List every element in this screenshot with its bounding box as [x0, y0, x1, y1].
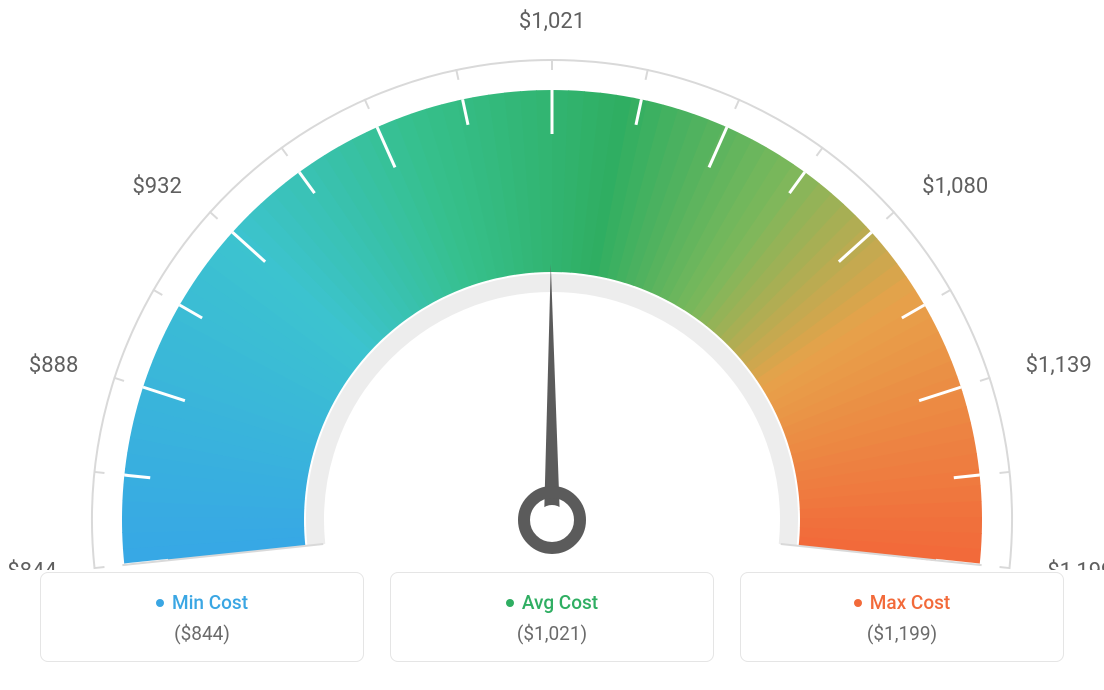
outer-tick: [153, 290, 163, 296]
legend-title-avg: Avg Cost: [506, 591, 598, 614]
legend-value-max: ($1,199): [751, 622, 1053, 645]
dot-icon: [854, 599, 862, 607]
outer-tick: [817, 147, 823, 156]
outer-tick: [281, 147, 287, 156]
outer-tick: [735, 99, 739, 109]
tick-label: $1,021: [519, 9, 585, 34]
gauge-svg: $844 $888 $932 $1,021 $1,080 $1,139 $1,199: [0, 0, 1104, 570]
outer-tick: [209, 212, 217, 219]
outer-tick: [646, 69, 648, 80]
outer-tick: [980, 378, 990, 381]
gauge-chart: $844 $888 $932 $1,021 $1,080 $1,139 $1,199: [0, 0, 1104, 570]
legend-row: Min Cost ($844) Avg Cost ($1,021) Max Co…: [40, 572, 1064, 662]
tick-label: $1,199: [1047, 559, 1104, 570]
outer-tick: [456, 69, 458, 80]
outer-tick: [886, 212, 894, 219]
legend-label-min: Min Cost: [172, 591, 248, 614]
outer-tick: [942, 290, 952, 296]
tick-label: $1,080: [922, 174, 988, 199]
legend-card-min: Min Cost ($844): [40, 572, 364, 662]
tick-label: $932: [132, 174, 181, 199]
tick-label: $1,139: [1026, 353, 1092, 378]
legend-label-max: Max Cost: [870, 591, 950, 614]
outer-tick: [1000, 472, 1011, 473]
outer-tick: [94, 472, 105, 473]
dot-icon: [506, 599, 514, 607]
legend-label-avg: Avg Cost: [522, 591, 598, 614]
dot-icon: [156, 599, 164, 607]
outer-tick: [114, 378, 124, 381]
legend-title-min: Min Cost: [156, 591, 248, 614]
needle-hub-inner: [537, 505, 567, 535]
outer-tick: [364, 99, 368, 109]
needle: [544, 264, 560, 520]
legend-card-max: Max Cost ($1,199): [740, 572, 1064, 662]
tick-label: $888: [29, 353, 78, 378]
legend-value-min: ($844): [51, 622, 353, 645]
legend-value-avg: ($1,021): [401, 622, 703, 645]
legend-card-avg: Avg Cost ($1,021): [390, 572, 714, 662]
tick-label: $844: [7, 559, 56, 570]
legend-title-max: Max Cost: [854, 591, 950, 614]
outer-tick: [94, 567, 105, 568]
outer-tick: [1000, 567, 1011, 568]
